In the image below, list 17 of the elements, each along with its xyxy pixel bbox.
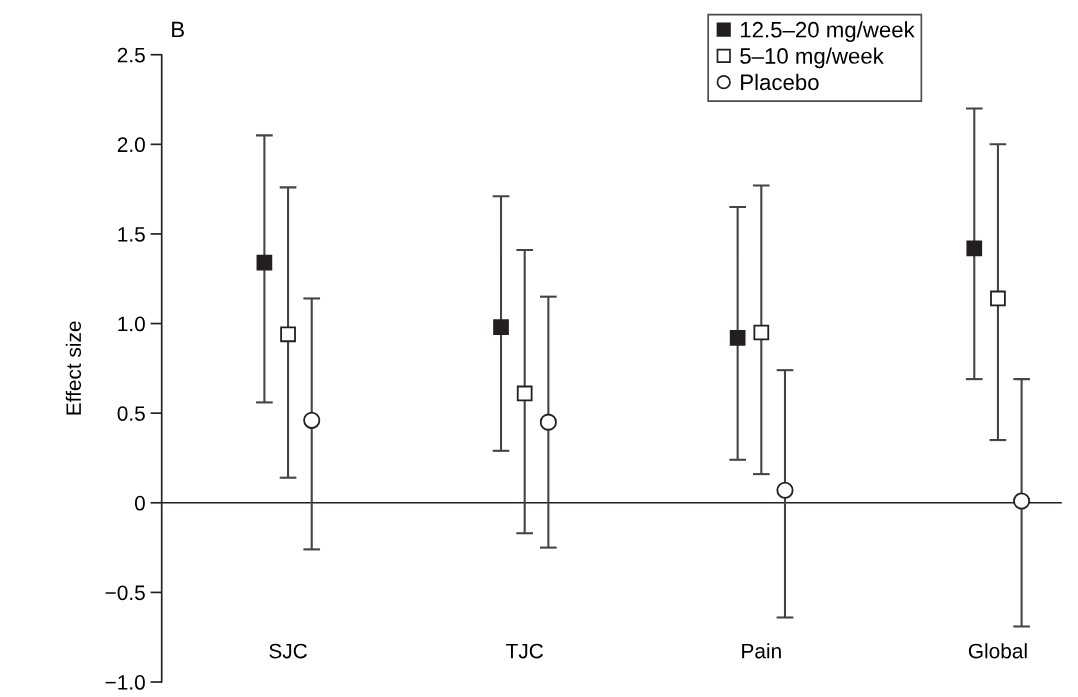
legend-label: 12.5–20 mg/week [740,21,915,42]
y-tick-label: 0 [134,495,145,511]
x-tick-label: Pain [742,643,781,659]
legend-label: 5–10 mg/week [740,47,884,69]
x-tick-label: Global [968,643,1027,659]
y-tick-label: 2.5 [117,47,145,63]
y-tick-label: 0.5 [117,406,145,421]
legend-label: Placebo [741,73,819,91]
y-tick-label: 2.0 [117,137,145,153]
x-tick-label: SJC [269,643,307,659]
text: B [172,21,184,38]
y-tick-label: 1.5 [118,227,145,242]
y-tick-label: 1.0 [118,316,145,332]
y-tick-label: −1.0 [105,675,145,690]
y-tick-label: −0.5 [105,585,145,601]
x-tick-label: TJC [506,643,543,659]
y-axis-title: Effect size [65,321,82,415]
